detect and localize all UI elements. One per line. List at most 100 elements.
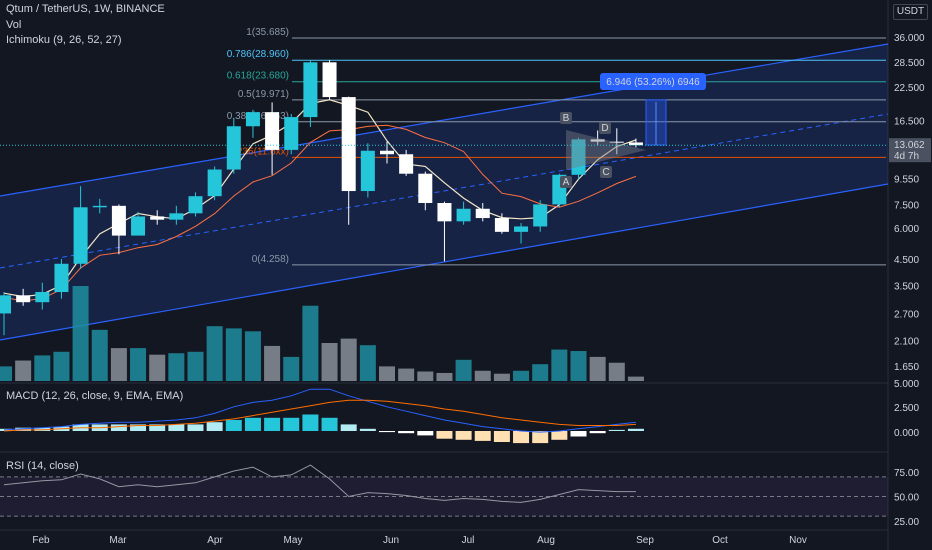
volume-bar — [15, 360, 32, 381]
symbol-title: Qtum / TetherUS, 1W, BINANCE — [6, 3, 165, 15]
macd-histogram-bar — [551, 431, 568, 440]
macd-tick-label: 5.000 — [894, 379, 919, 390]
ichimoku-cloud — [3, 99, 637, 302]
macd-histogram-bar — [321, 417, 338, 431]
macd-histogram-bar — [532, 431, 549, 444]
volume-bar — [72, 286, 89, 381]
pattern-point-badge — [599, 122, 611, 134]
price-tick-label: 4.500 — [894, 255, 919, 266]
price-tick-label: 6.000 — [894, 224, 919, 235]
currency-badge[interactable]: USDT — [893, 4, 928, 20]
time-tick-label: Jun — [383, 535, 399, 546]
macd-histogram-bar — [627, 428, 644, 431]
volume-bar — [225, 328, 242, 381]
candle-body — [0, 295, 11, 314]
macd-histogram-bar — [187, 424, 204, 431]
volume-bar — [340, 338, 357, 381]
price-tick-label: 1.650 — [894, 362, 919, 373]
candle-body — [590, 139, 605, 142]
candle-body — [628, 142, 643, 146]
price-range-measure[interactable]: 6.946 (53.26%) 6946 — [600, 73, 706, 146]
macd-pane — [0, 388, 644, 444]
price-tick-label: 2.700 — [894, 309, 919, 320]
time-tick-label: May — [284, 535, 303, 546]
macd-histogram-bar — [244, 417, 261, 431]
fib-level-label: 0.618(23.680) — [227, 71, 289, 82]
candle-body — [73, 207, 88, 264]
candle-body — [341, 97, 356, 192]
macd-histogram-bar — [149, 424, 166, 431]
volume-bar — [455, 359, 472, 381]
rsi-tick-label: 75.00 — [894, 468, 919, 479]
macd-histogram-bar — [398, 431, 415, 434]
volume-bar — [474, 370, 491, 381]
macd-histogram-bar — [379, 431, 395, 433]
candle-body — [437, 202, 452, 222]
tenkan-line — [3, 99, 637, 298]
channel-median — [0, 113, 889, 269]
rsi-pane — [0, 464, 888, 517]
channel-upper — [0, 43, 889, 197]
volume-bar — [589, 356, 606, 381]
volume-bar — [417, 371, 434, 381]
candle-body — [245, 112, 260, 127]
volume-bar — [302, 305, 319, 381]
measure-label: 6.946 (53.26%) 6946 — [606, 77, 700, 88]
candle-body — [456, 208, 471, 222]
time-tick-label: Jul — [462, 535, 475, 546]
ichimoku-legend: Ichimoku (9, 26, 52, 27) — [6, 34, 122, 46]
candle-body — [188, 196, 203, 214]
price-tick-label: 2.100 — [894, 336, 919, 347]
macd-tick-label: 0.000 — [894, 428, 919, 439]
time-tick-label: Nov — [789, 535, 807, 546]
macd-histogram-bar — [264, 417, 281, 431]
candle-body — [475, 208, 490, 219]
volume-bar — [264, 345, 281, 381]
macd-signal-line — [3, 399, 636, 432]
pattern-point-label: D — [601, 123, 608, 134]
volume-bar — [513, 370, 530, 381]
candle-body — [35, 292, 50, 303]
candle-body — [111, 205, 126, 236]
pattern-point-label: C — [602, 167, 609, 178]
macd-histogram-bar — [340, 424, 357, 431]
macd-histogram-bar — [455, 431, 472, 440]
pattern-point-badge — [560, 176, 572, 188]
pattern-point-badge — [600, 166, 612, 178]
volume-bar — [168, 353, 185, 381]
candles[interactable] — [0, 60, 643, 336]
volume-bar — [321, 343, 338, 381]
pattern-point-label: A — [563, 177, 570, 188]
price-tick-label: 22.500 — [894, 83, 925, 94]
candle-body — [322, 62, 337, 98]
macd-histogram-bar — [110, 424, 127, 431]
price-tick-label: 28.500 — [894, 58, 925, 69]
candle-body — [169, 213, 184, 220]
macd-histogram-bar — [493, 431, 510, 442]
fib-level-label: 0.786(28.960) — [227, 49, 289, 60]
fib-level-label: 0.5(19.971) — [238, 89, 289, 100]
candle-body — [284, 117, 299, 150]
candle-body — [150, 216, 165, 220]
volume-bar — [0, 366, 12, 381]
candle-body — [92, 205, 107, 208]
rsi-legend: RSI (14, close) — [6, 460, 79, 472]
time-axis[interactable]: Feb Mar Apr May Jun Jul Aug Sep Oct Nov — [32, 535, 807, 546]
macd-tick-label: 2.500 — [894, 403, 919, 414]
macd-histogram-bar — [283, 417, 300, 431]
regression-channel[interactable] — [0, 43, 889, 341]
macd-histogram-bar — [302, 414, 319, 431]
candle-body — [380, 150, 394, 155]
macd-histogram-bar — [206, 422, 223, 431]
macd-histogram-bar — [359, 428, 376, 431]
current-price-badge — [889, 138, 931, 163]
candle-body — [533, 204, 548, 227]
candle-body — [54, 263, 69, 293]
macd-histogram-bar — [15, 427, 32, 431]
volume-bar — [91, 329, 108, 381]
abcd-pattern[interactable]: A B C D — [560, 112, 646, 188]
macd-histogram-bar — [570, 431, 587, 437]
macd-histogram-bar — [608, 429, 625, 431]
